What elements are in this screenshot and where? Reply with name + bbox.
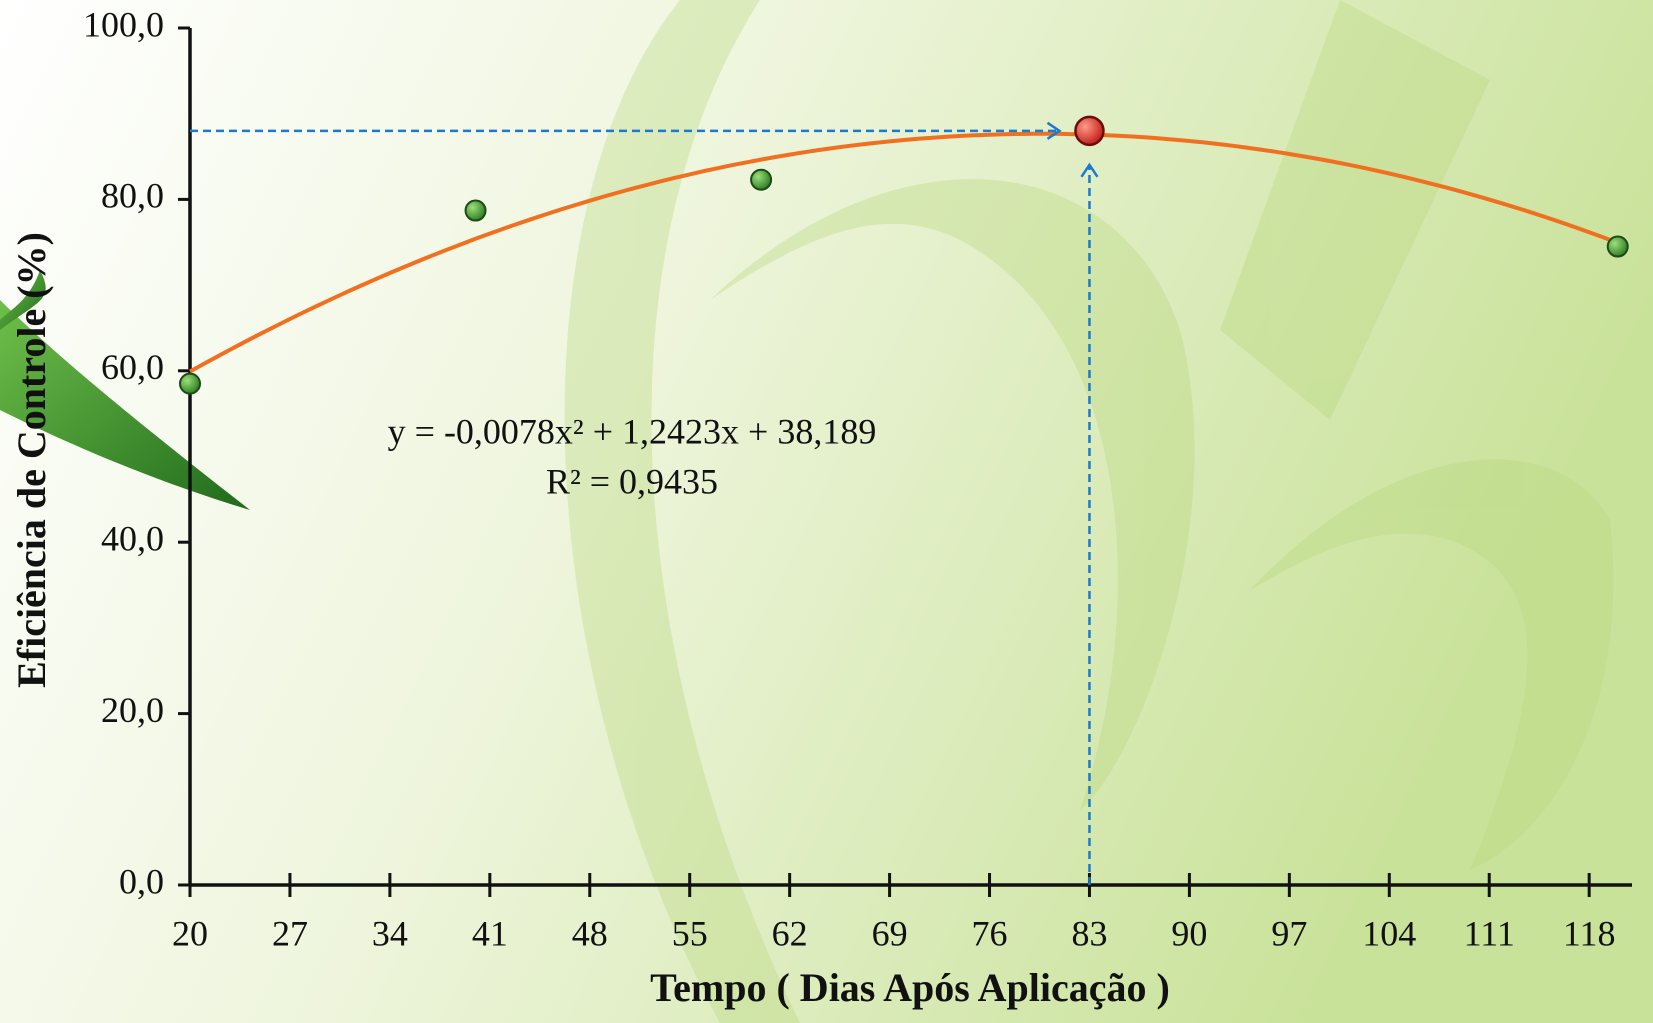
leaf-decoration xyxy=(0,270,46,330)
x-tick-label: 69 xyxy=(872,913,908,953)
trendline xyxy=(189,131,1619,374)
equation: y = -0,0078x² + 1,2423x + 38,189 xyxy=(388,411,877,451)
y-tick-label: 0,0 xyxy=(119,861,164,901)
x-tick-label: 104 xyxy=(1362,913,1416,953)
y-tick-label: 80,0 xyxy=(101,176,164,216)
leaf-decoration xyxy=(0,300,250,510)
x-tick-label: 48 xyxy=(572,913,608,953)
data-point xyxy=(750,168,773,191)
x-tick-label: 55 xyxy=(672,913,708,953)
x-tick-label: 41 xyxy=(472,913,508,953)
data-point xyxy=(464,199,487,222)
guide-arrow xyxy=(1046,121,1062,140)
x-tick-label: 27 xyxy=(272,913,308,953)
highlight-point xyxy=(1074,115,1105,147)
x-tick-label: 76 xyxy=(972,913,1008,953)
x-tick-label: 83 xyxy=(1071,913,1107,953)
x-tick-label: 90 xyxy=(1171,913,1207,953)
x-tick-label: 97 xyxy=(1271,913,1307,953)
x-tick-label: 118 xyxy=(1563,913,1616,953)
y-axis-label: Eficiência de Controle (%) xyxy=(9,232,54,688)
data-point xyxy=(1606,235,1629,258)
y-tick-label: 100,0 xyxy=(83,4,164,44)
data-point xyxy=(179,372,201,395)
x-tick-label: 62 xyxy=(772,913,808,953)
x-tick-label: 34 xyxy=(372,913,408,953)
r-squared: R² = 0,9435 xyxy=(546,461,718,501)
x-tick-label: 20 xyxy=(172,913,208,953)
y-tick-label: 60,0 xyxy=(101,347,164,387)
decoration xyxy=(564,0,1614,1023)
x-tick-label: 111 xyxy=(1464,913,1515,953)
x-axis-label: Tempo ( Dias Após Aplicação ) xyxy=(650,965,1170,1010)
y-tick-label: 20,0 xyxy=(101,690,164,730)
guide-arrow xyxy=(1080,162,1099,178)
y-tick-label: 40,0 xyxy=(101,518,164,558)
